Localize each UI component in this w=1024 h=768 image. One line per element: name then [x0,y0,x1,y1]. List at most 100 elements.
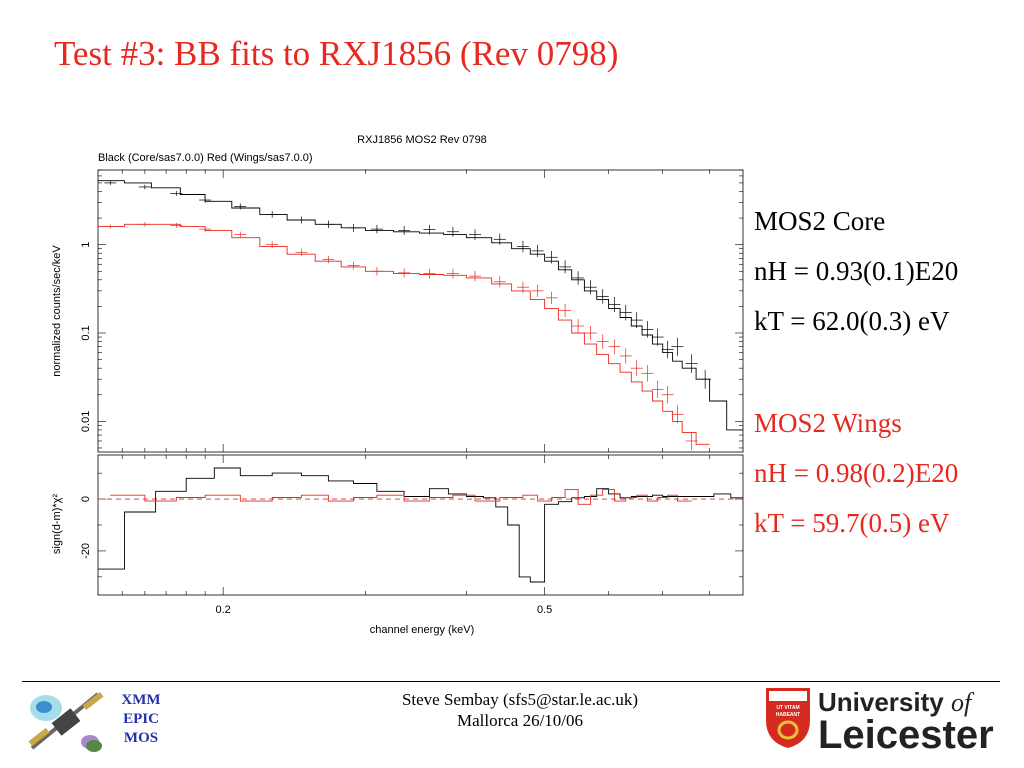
data-point-0 [584,280,597,295]
data-point-0 [423,224,436,235]
epic-line: EPIC [123,711,159,727]
data-point-1 [347,261,360,270]
data-point-1 [322,255,335,264]
data-point-0 [446,226,459,237]
xmm-satellite-icon [28,691,104,752]
core-kt: kT = 62.0(0.3) eV [754,306,950,336]
university-word: University [818,687,944,717]
bottom-y-axis-label-text: sign(d-m)*χ² [51,494,63,555]
mos-line: MOS [123,730,159,746]
data-point-1 [545,291,558,305]
data-point-0 [138,184,151,190]
footer-credit: Steve Sembay (sfs5@star.le.ac.uk) Mallor… [330,689,710,731]
top-y-tick-label: 0.1 [80,325,92,340]
data-point-0 [630,312,643,329]
data-point-0 [545,251,558,264]
top-panel-frame [97,169,744,453]
data-point-0 [516,240,529,253]
wings-fit-params: MOS2 Wings nH = 0.98(0.2)E20 kT = 59.7(0… [754,398,958,548]
data-point-1 [199,226,212,232]
data-point-1 [234,231,247,238]
x-tick-label: 0.2 [215,604,230,616]
residual-line-wings [110,488,692,505]
core-fit-params: MOS2 Core nH = 0.93(0.1)E20 kT = 62.0(0.… [754,196,958,346]
data-point-0 [370,224,383,234]
university-shield-icon: UT VITAM HABEANT [766,688,810,748]
footer-author: Steve Sembay (sfs5@star.le.ac.uk) [401,690,639,709]
x-tick-label: 0.5 [537,604,552,616]
data-point-0 [608,297,621,313]
data-point-0 [596,289,609,304]
data-point-1 [104,224,117,229]
data-point-0 [295,216,308,224]
xmm-epic-mos-label: XMM EPIC MOS [112,691,170,748]
xmm-line: XMM [121,692,161,708]
residual-line-0 [98,467,743,583]
university-of: of [950,688,972,717]
spectrum-chart: RXJ1856 MOS2 Rev 0798 Black (Core/sas7.0… [51,134,744,636]
top-y-tick-label: 1 [80,242,92,248]
data-point-1 [493,276,506,288]
data-point-0 [234,203,247,210]
data-point-1 [295,248,308,256]
data-point-1 [516,281,529,293]
footer-divider [22,681,1000,682]
data-point-1 [469,270,482,282]
data-point-1 [661,386,674,404]
core-label: MOS2 Core [754,206,886,236]
data-point-0 [493,233,506,245]
data-point-1 [651,380,664,398]
data-point-0 [531,244,544,257]
data-point-1 [641,365,654,382]
wings-label: MOS2 Wings [754,408,902,438]
model-line-1 [98,223,710,445]
data-point-0 [671,337,684,356]
footer-venue: Mallorca 26/10/06 [456,711,584,730]
data-point-1 [671,405,684,424]
residual-tick-label: 0 [80,496,92,502]
series-0 [98,180,743,431]
residual-tick-label: -20 [80,543,92,559]
top-y-axis-label: normalized counts/sec/keV [51,245,63,377]
chart-title: RXJ1856 MOS2 Rev 0798 [357,134,487,146]
data-point-1 [370,267,383,276]
x-axis-label: channel energy (keV) [370,624,475,636]
data-point-0 [398,225,411,235]
data-point-0 [661,340,674,359]
data-point-0 [347,223,360,232]
bottom-panel-frame [97,454,744,596]
data-point-0 [322,220,335,229]
data-point-1 [398,268,411,278]
university-city: Leicester [818,713,994,757]
data-point-1 [596,334,609,349]
slide-title: Test #3: BB fits to RXJ1856 (Rev 0798) [54,34,619,73]
data-point-1 [138,222,151,227]
data-point-0 [699,369,712,389]
wings-kt: kT = 59.7(0.5) eV [754,508,950,538]
data-point-1 [531,284,544,297]
data-point-0 [619,304,632,321]
data-point-0 [469,229,482,240]
data-point-1 [170,222,183,228]
data-point-1 [559,303,572,317]
data-point-1 [584,326,597,341]
data-point-0 [170,190,183,196]
residual-panel: 0.2 0.5 0 -20 [80,454,744,616]
university-name: University of [818,688,971,717]
data-point-0 [266,211,279,218]
data-point-1 [572,319,585,333]
core-nh: nH = 0.93(0.1)E20 [754,256,959,286]
data-point-0 [559,260,572,274]
data-point-0 [572,271,585,285]
data-point-1 [619,348,632,364]
shield-motto-1: UT VITAM [776,705,799,711]
data-point-1 [423,268,436,279]
top-y-tick-label: 0.01 [80,411,92,432]
data-point-1 [685,431,698,451]
series-1 [98,222,710,451]
data-point-0 [651,328,664,346]
bottom-y-axis-label: sign(d-m)*χ² [51,494,63,555]
data-point-0 [199,197,212,203]
data-point-1 [446,268,459,279]
model-line-0 [98,180,743,431]
